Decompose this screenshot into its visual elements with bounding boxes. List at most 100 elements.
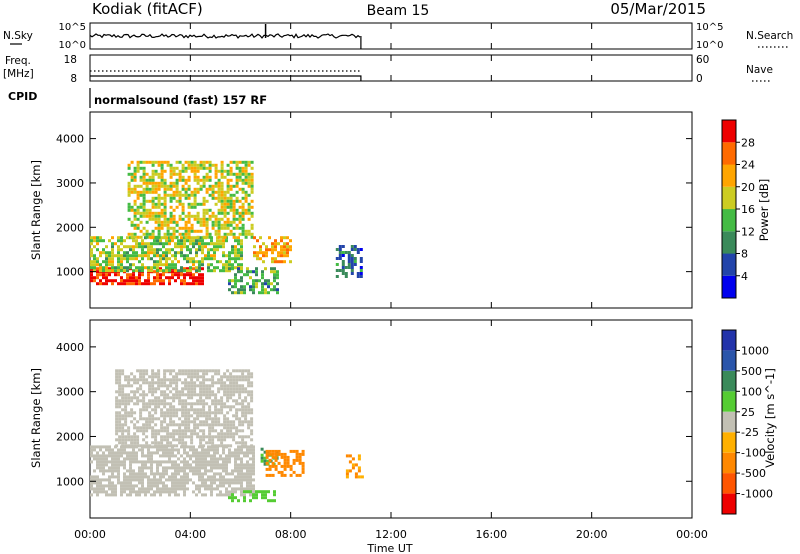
- echo-cell: [202, 375, 206, 379]
- echo-cell: [130, 223, 134, 227]
- echo-cell: [117, 266, 120, 270]
- echo-cell: [160, 172, 164, 176]
- echo-cell: [229, 372, 233, 376]
- echo-cell: [220, 384, 224, 388]
- echo-cell: [96, 478, 99, 482]
- echo-cell: [198, 457, 201, 461]
- echo-cell: [283, 242, 286, 246]
- echo-cell: [96, 454, 99, 458]
- echo-cell: [177, 466, 180, 470]
- echo-cell: [163, 208, 167, 212]
- echo-cell: [141, 273, 144, 277]
- echo-cell: [232, 426, 236, 430]
- echo-cell: [195, 266, 198, 270]
- echo-cell: [214, 396, 218, 400]
- echo-cell: [147, 448, 150, 452]
- echo-cell: [205, 423, 209, 427]
- echo-cell: [130, 187, 134, 191]
- echo-cell: [180, 481, 183, 485]
- echo-cell: [154, 202, 158, 206]
- echo-cell: [198, 279, 201, 283]
- echo-cell: [121, 435, 125, 439]
- echo-cell: [199, 220, 203, 224]
- echo-cell: [235, 390, 239, 394]
- echo-cell: [249, 472, 252, 476]
- echo-cell: [123, 251, 126, 255]
- echo-cell: [160, 384, 164, 388]
- echo-cell: [226, 187, 230, 191]
- echo-cell: [111, 279, 114, 283]
- echo-cell: [135, 269, 138, 273]
- echo-cell: [156, 478, 159, 482]
- echo-cell: [145, 378, 149, 382]
- echo-cell: [132, 239, 135, 243]
- echo-cell: [223, 435, 227, 439]
- echo-cell: [207, 242, 210, 246]
- echo-cell: [250, 178, 254, 182]
- echo-cell: [145, 444, 149, 448]
- echo-cell: [201, 276, 204, 280]
- echo-cell: [228, 457, 231, 461]
- echo-cell: [240, 248, 243, 252]
- echo-cell: [144, 282, 147, 286]
- echo-cell: [201, 236, 204, 240]
- echo-cell: [151, 196, 155, 200]
- echo-cell: [154, 235, 158, 239]
- echo-cell: [208, 417, 212, 421]
- echo-cell: [120, 460, 123, 464]
- echo-cell: [253, 251, 256, 255]
- echo-cell: [217, 390, 221, 394]
- echo-cell: [217, 432, 221, 436]
- echo-cell: [171, 487, 174, 491]
- echo-cell: [250, 205, 254, 209]
- echo-cell: [123, 239, 126, 243]
- echo-cell: [229, 193, 233, 197]
- echo-cell: [247, 405, 251, 409]
- time-tick-label: 00:00: [676, 528, 708, 541]
- echo-cell: [273, 499, 276, 503]
- echo-cell: [210, 263, 213, 267]
- echo-cell: [142, 214, 146, 218]
- echo-cell: [240, 285, 243, 289]
- echo-cell: [175, 423, 179, 427]
- echo-cell: [120, 266, 123, 270]
- echo-cell: [268, 473, 272, 477]
- echo-cell: [204, 448, 207, 452]
- echo-cell: [135, 254, 138, 258]
- echo-cell: [286, 455, 290, 459]
- echo-cell: [235, 387, 239, 391]
- echo-cell: [108, 267, 111, 271]
- echo-cell: [184, 378, 188, 382]
- echo-cell: [160, 441, 164, 445]
- echo-cell: [127, 202, 131, 206]
- echo-region: [228, 267, 279, 295]
- echo-cell: [135, 478, 138, 482]
- echo-cell: [136, 441, 140, 445]
- echo-cell: [153, 490, 156, 494]
- echo-cell: [276, 270, 279, 274]
- echo-cell: [130, 399, 134, 403]
- echo-cell: [136, 196, 140, 200]
- echo-cell: [292, 458, 296, 462]
- echo-cell: [147, 266, 150, 270]
- echo-cell: [217, 435, 221, 439]
- echo-cell: [172, 193, 176, 197]
- echo-cell: [127, 208, 131, 212]
- echo-cell: [133, 211, 137, 215]
- echo-cell: [186, 460, 189, 464]
- echo-cell: [108, 239, 111, 243]
- echo-cell: [260, 447, 264, 451]
- echo-cell: [247, 384, 251, 388]
- echo-cell: [210, 481, 213, 485]
- echo-cell: [222, 484, 225, 488]
- echo-cell: [196, 435, 200, 439]
- echo-cell: [262, 242, 265, 246]
- echo-cell: [237, 445, 240, 449]
- echo-cell: [213, 457, 216, 461]
- echo-cell: [195, 239, 198, 243]
- echo-cell: [124, 384, 128, 388]
- echo-cell: [183, 475, 186, 479]
- echo-cell: [178, 190, 182, 194]
- echo-cell: [199, 384, 203, 388]
- echo-cell: [153, 475, 156, 479]
